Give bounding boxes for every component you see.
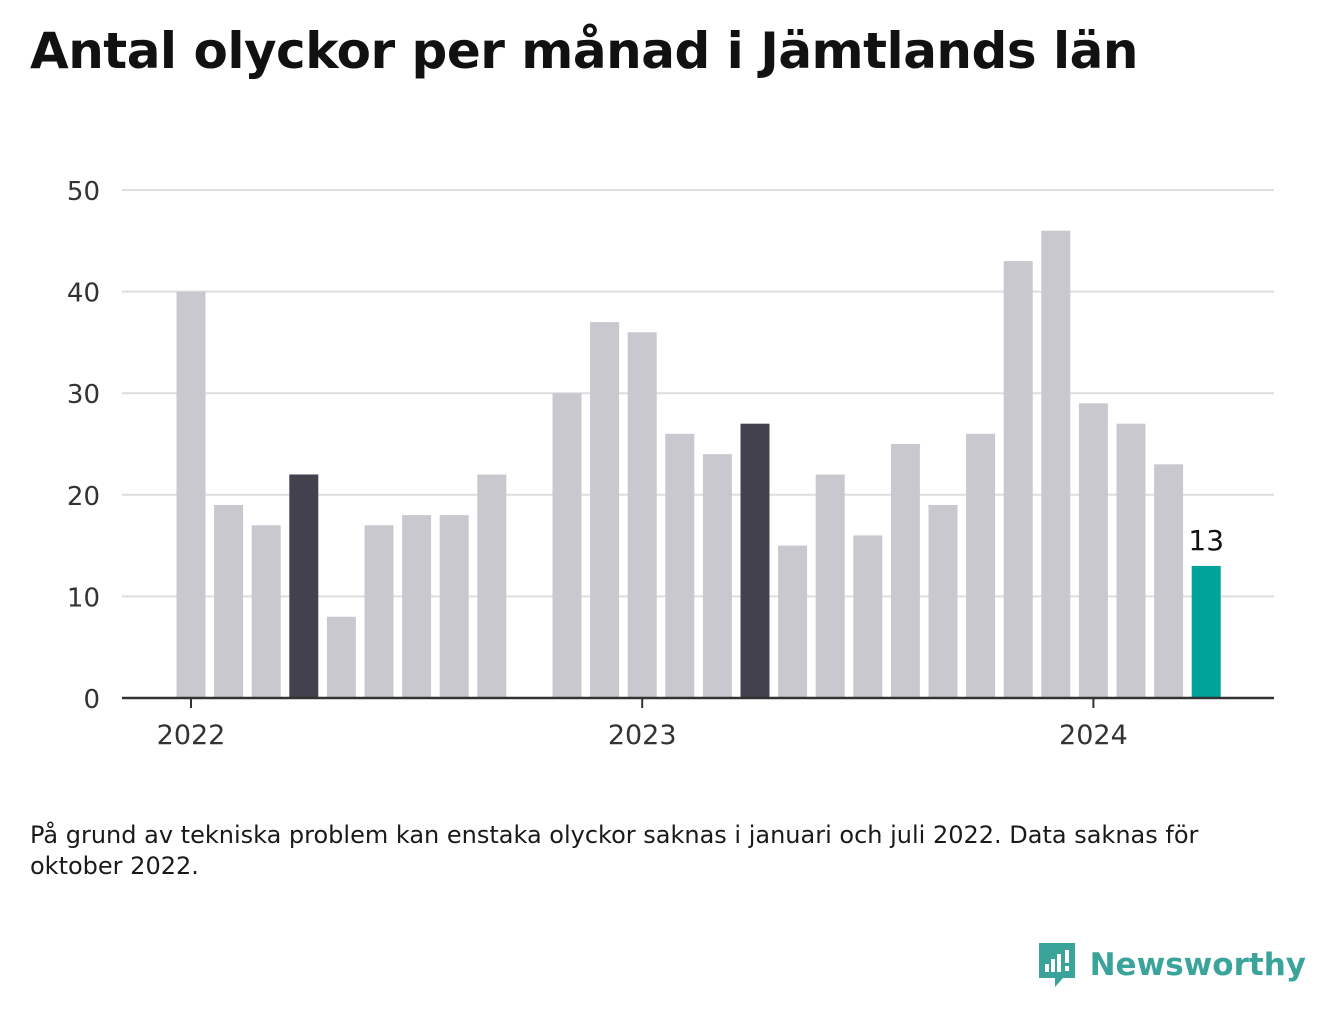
bars bbox=[176, 230, 1221, 698]
y-tick-label: 20 bbox=[67, 482, 100, 512]
bar bbox=[214, 504, 244, 698]
bar bbox=[326, 616, 356, 698]
bar bbox=[1191, 565, 1221, 698]
data-label: 13 bbox=[1188, 524, 1224, 557]
bar bbox=[1003, 261, 1033, 698]
y-tick-label: 10 bbox=[67, 583, 100, 613]
bar bbox=[853, 535, 883, 698]
y-tick-label: 40 bbox=[67, 279, 100, 309]
y-tick-label: 30 bbox=[67, 380, 100, 410]
y-tick-label: 0 bbox=[83, 685, 100, 715]
bar-chart: 0 10 20 30 40 50 13 2022 2023 2024 bbox=[67, 177, 1274, 751]
y-axis-ticks: 0 10 20 30 40 50 bbox=[67, 177, 100, 715]
bar bbox=[928, 504, 958, 698]
bar bbox=[740, 423, 770, 698]
bar bbox=[890, 444, 920, 698]
bar bbox=[176, 291, 206, 698]
bar bbox=[778, 545, 808, 698]
chart-title: Antal olyckor per månad i Jämtlands län bbox=[30, 22, 1138, 80]
bar bbox=[402, 515, 432, 698]
bar bbox=[627, 332, 657, 698]
bar bbox=[590, 322, 620, 698]
bar bbox=[665, 433, 695, 698]
bar bbox=[1078, 403, 1108, 698]
bar bbox=[815, 474, 845, 698]
y-tick-label: 50 bbox=[67, 177, 100, 207]
bar bbox=[477, 474, 507, 698]
bar bbox=[966, 433, 996, 698]
x-tick-label: 2024 bbox=[1059, 720, 1128, 751]
x-tick-label: 2023 bbox=[608, 720, 677, 751]
bar bbox=[702, 454, 732, 698]
footnote: På grund av tekniska problem kan enstaka… bbox=[30, 821, 1199, 880]
bar bbox=[1116, 423, 1146, 698]
data-labels: 13 bbox=[1188, 524, 1224, 557]
bar bbox=[1041, 230, 1071, 698]
bar bbox=[439, 515, 469, 698]
bar bbox=[1154, 464, 1184, 698]
x-tick-label: 2022 bbox=[157, 720, 226, 751]
newsworthy-logo-icon bbox=[1038, 943, 1075, 987]
brand-logo: Newsworthy bbox=[1036, 940, 1306, 990]
bar bbox=[364, 525, 394, 698]
x-axis-ticks: 2022 2023 2024 bbox=[157, 698, 1128, 751]
bar bbox=[289, 474, 319, 698]
brand-name: Newsworthy bbox=[1089, 947, 1306, 983]
bar bbox=[552, 393, 582, 698]
bar bbox=[251, 525, 281, 698]
